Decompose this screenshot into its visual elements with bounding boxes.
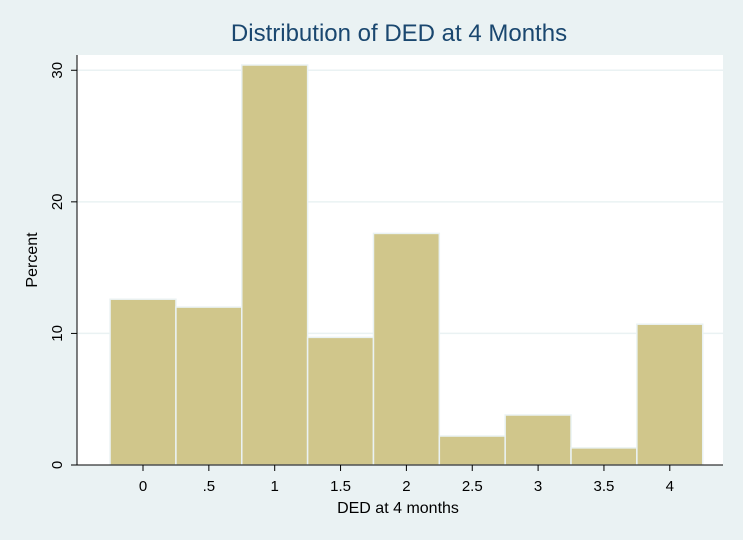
bar-1 <box>175 306 243 466</box>
x-tick-label-2: 2 <box>402 478 410 495</box>
y-tick-label-0: 0 <box>49 461 66 469</box>
y-axis-ticks: 0 10 20 30 <box>49 62 77 469</box>
bar-6 <box>504 414 572 466</box>
bar-8 <box>636 323 704 466</box>
bar-0 <box>109 298 177 466</box>
x-axis-label: DED at 4 months <box>337 500 459 517</box>
bar-2 <box>241 64 309 466</box>
y-tick-label-10: 10 <box>49 325 66 342</box>
x-tick-label-.5: .5 <box>203 478 216 495</box>
x-tick-label-3.5: 3.5 <box>594 478 615 495</box>
x-tick-label-0: 0 <box>139 478 147 495</box>
x-tick-label-1.5: 1.5 <box>330 478 351 495</box>
x-axis-ticks: 0 .5 1 1.5 2 2.5 3 3.5 4 <box>139 465 674 495</box>
bars <box>109 64 704 466</box>
y-tick-label-20: 20 <box>49 193 66 210</box>
bar-5 <box>438 435 506 466</box>
x-tick-label-2.5: 2.5 <box>462 478 483 495</box>
chart-title: Distribution of DED at 4 Months <box>231 20 567 47</box>
y-tick-label-30: 30 <box>49 62 66 79</box>
bar-7 <box>570 447 638 466</box>
x-tick-label-4: 4 <box>666 478 674 495</box>
x-tick-label-3: 3 <box>534 478 542 495</box>
bar-4 <box>372 232 441 466</box>
y-axis-label: Percent <box>24 232 41 288</box>
bar-3 <box>306 336 375 466</box>
x-tick-label-1: 1 <box>271 478 279 495</box>
